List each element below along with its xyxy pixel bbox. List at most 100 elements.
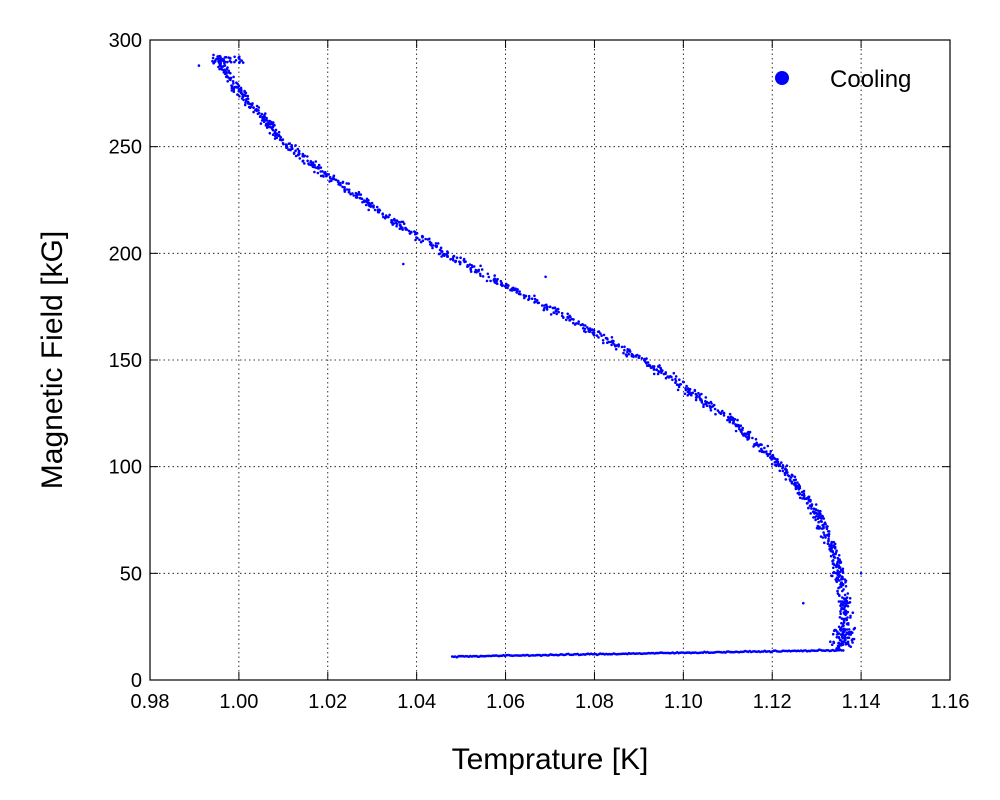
data-point: [537, 301, 541, 305]
data-point: [840, 582, 844, 586]
data-point: [332, 174, 336, 178]
data-point: [330, 179, 333, 183]
data-point: [765, 450, 768, 453]
data-point: [601, 339, 605, 342]
data-point: [844, 598, 847, 601]
data-point: [827, 539, 830, 543]
data-point: [287, 148, 290, 151]
data-point: [846, 592, 850, 595]
data-point: [728, 412, 732, 416]
data-point: [822, 531, 825, 534]
data-point: [372, 204, 375, 207]
data-point: [311, 164, 314, 167]
data-point: [833, 552, 836, 556]
data-point: [230, 84, 233, 87]
data-point: [794, 484, 797, 488]
data-point: [597, 336, 600, 339]
data-point: [269, 126, 273, 129]
data-point: [820, 527, 824, 530]
data-point: [804, 497, 808, 501]
data-point: [835, 636, 839, 639]
data-point: [549, 313, 553, 316]
data-point: [839, 604, 842, 607]
data-point: [218, 56, 221, 59]
data-point: [289, 148, 292, 152]
data-point: [439, 246, 443, 250]
data-point: [731, 416, 734, 420]
data-point: [473, 270, 477, 274]
data-point: [826, 534, 830, 537]
data-point: [666, 375, 669, 378]
data-point: [736, 418, 739, 422]
data-point: [197, 64, 201, 67]
data-point: [830, 540, 834, 544]
data-point: [836, 570, 840, 574]
data-point: [285, 146, 288, 150]
data-point: [769, 456, 772, 459]
data-point: [718, 411, 721, 414]
data-point: [739, 429, 742, 433]
data-point: [398, 223, 402, 227]
data-point: [222, 69, 226, 72]
data-point: [669, 375, 672, 378]
data-point: [729, 416, 732, 420]
data-point: [776, 458, 779, 461]
data-point: [560, 311, 564, 315]
data-point: [832, 571, 835, 575]
data-point: [281, 141, 285, 145]
data-point: [352, 194, 356, 197]
data-point: [260, 112, 264, 116]
data-point: [268, 131, 272, 135]
data-point: [306, 155, 309, 158]
data-point: [842, 617, 845, 621]
data-point: [708, 404, 712, 408]
data-point: [451, 257, 454, 261]
data-point: [713, 407, 717, 411]
data-point: [349, 192, 352, 196]
data-point: [816, 512, 819, 516]
data-point: [839, 612, 842, 616]
data-point: [407, 229, 411, 233]
data-point: [416, 236, 419, 240]
y-tick-label: 250: [109, 137, 142, 159]
data-point: [543, 306, 546, 310]
data-point: [243, 90, 246, 94]
data-point: [503, 285, 507, 288]
data-point: [690, 393, 693, 397]
data-point: [323, 170, 327, 174]
data-point: [273, 137, 277, 140]
data-point: [431, 246, 434, 250]
data-point: [657, 370, 661, 374]
data-point: [691, 391, 695, 395]
data-point: [778, 463, 781, 467]
data-points: [197, 53, 863, 659]
data-point: [285, 144, 288, 147]
data-point: [212, 62, 215, 65]
data-point: [388, 213, 391, 217]
x-tick-label: 1.04: [397, 691, 436, 713]
data-point: [468, 263, 472, 266]
data-point: [587, 330, 590, 333]
data-point: [354, 191, 358, 195]
data-point: [291, 147, 294, 150]
data-point: [569, 315, 572, 319]
data-point: [221, 65, 225, 68]
data-point: [844, 641, 848, 645]
data-point: [315, 166, 319, 170]
data-point: [458, 262, 462, 266]
data-point: [831, 632, 835, 636]
data-point: [655, 368, 658, 372]
data-point: [597, 330, 601, 333]
data-point: [271, 133, 275, 136]
data-point: [645, 357, 648, 360]
data-point: [704, 396, 708, 399]
data-point: [268, 119, 272, 123]
data-point: [849, 633, 853, 636]
data-point: [385, 215, 389, 219]
data-point: [645, 362, 648, 365]
data-point: [243, 93, 246, 97]
data-point: [264, 124, 268, 127]
data-point: [419, 240, 423, 244]
data-point: [395, 224, 398, 228]
data-point: [431, 244, 435, 247]
